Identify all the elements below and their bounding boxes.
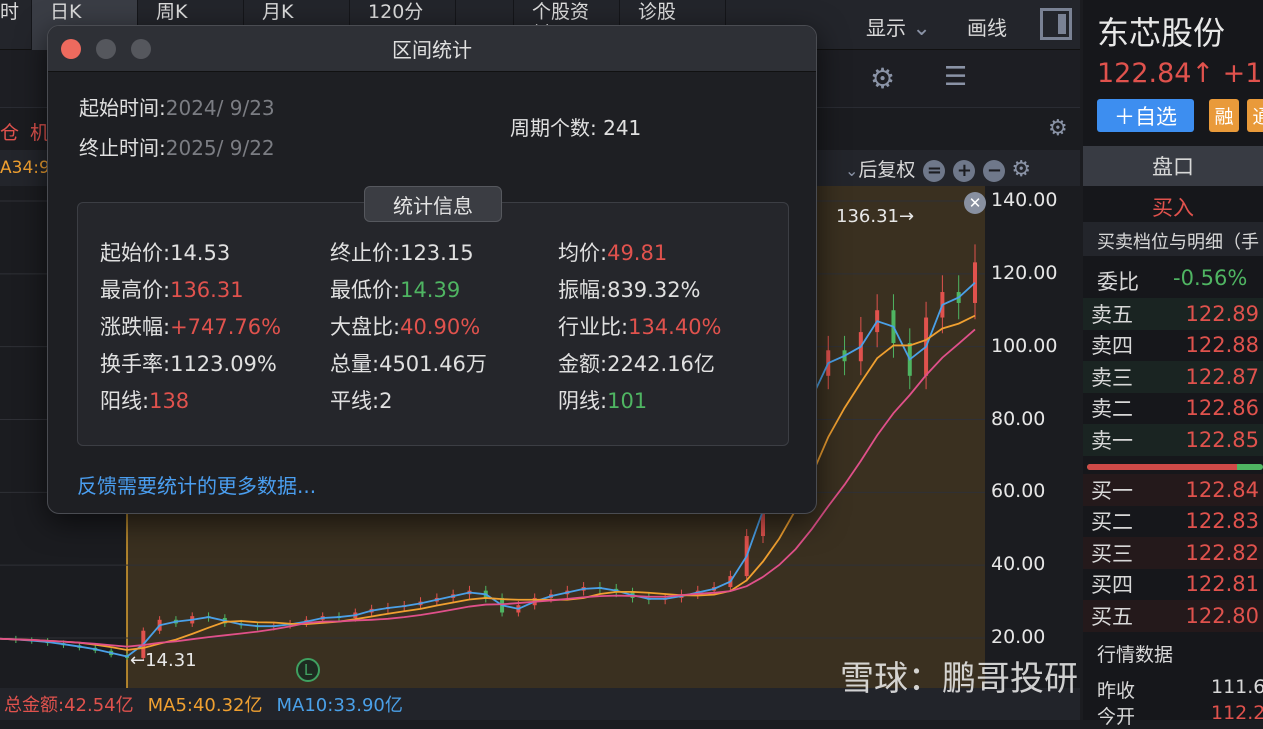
stat-item: 阳线:138 [100, 389, 190, 413]
buy-button[interactable]: 买入 [1152, 196, 1194, 220]
zoom-in-icon[interactable]: + [953, 159, 976, 182]
stock-name: 东芯股份 [1097, 14, 1226, 52]
open-label: 今开 [1097, 706, 1136, 728]
orderbook-header: 买卖档位与明细（手 [1083, 222, 1263, 256]
orderbook-row[interactable]: 卖二 122.86 [1083, 392, 1263, 424]
y-tick-label: 100.00 [991, 334, 1058, 357]
y-tick-label: 60.00 [991, 480, 1046, 503]
ma5-amount: MA5:40.32亿 [147, 695, 263, 716]
zoom-out-icon[interactable]: − [983, 159, 1006, 182]
y-tick-label: 40.00 [991, 553, 1046, 576]
stat-item: 换手率:1123.09% [100, 352, 277, 376]
prev-close-label: 昨收 [1097, 680, 1136, 702]
dialog-title: 区间统计 [392, 38, 472, 62]
y-tick-label: 140.00 [991, 189, 1058, 211]
marker-L[interactable]: L [296, 658, 320, 682]
stat-item: 大盘比:40.90% [330, 315, 481, 339]
zoom-window-icon[interactable] [131, 39, 151, 59]
stat-item: 阴线:101 [558, 389, 648, 413]
orderbook-row[interactable]: 卖三 122.87 [1083, 361, 1263, 393]
quote-panel: 东芯股份 122.84↑ +11 ＋自选 融 通 盘口 买入 买卖档位与明细（手… [1083, 0, 1263, 728]
stat-item: 平线:2 [330, 389, 393, 413]
settings-icon[interactable]: ⚙ [870, 62, 896, 95]
bid-ask-ratio-bar [1087, 464, 1263, 470]
orderbook-row[interactable]: 卖五 122.89 [1083, 298, 1263, 330]
stat-item: 最高价:136.31 [100, 278, 244, 302]
stat-item: 涨跌幅:+747.76% [100, 315, 282, 339]
watermark: 雪球：鹏哥投研 [840, 659, 1078, 699]
volume-legend: 总金额:42.54亿 MA5:40.32亿 MA10:33.90亿 [0, 688, 1080, 720]
y-tick-label: 20.00 [991, 626, 1046, 648]
start-time: 起始时间:2024/ 9/23 [79, 96, 275, 120]
high-annotation: 136.31→ [836, 206, 914, 227]
stat-item: 起始价:14.53 [100, 241, 231, 265]
stock-price: 122.84↑ +11 [1097, 58, 1263, 89]
tag-fragment[interactable]: 仓 [0, 122, 20, 144]
display-label: 显示 [866, 16, 906, 40]
draw-button[interactable]: 画线 [967, 16, 1007, 40]
orderbook-row[interactable]: 买二 122.83 [1083, 505, 1263, 537]
stat-item: 总量:4501.46万 [330, 352, 487, 376]
add-watchlist-button[interactable]: ＋自选 [1097, 99, 1194, 132]
display-menu[interactable]: 显示 ⌄ [866, 12, 931, 41]
close-window-icon[interactable] [61, 39, 81, 59]
orderbook-row[interactable]: 买四 122.81 [1083, 568, 1263, 600]
y-tick-label: 80.00 [991, 407, 1046, 430]
dialog-titlebar: 区间统计 [48, 26, 816, 72]
stat-item: 金额:2242.16亿 [558, 352, 715, 376]
layers-icon[interactable]: ☰ [944, 62, 968, 92]
minimize-window-icon[interactable] [96, 39, 116, 59]
margin-badge: 融 [1209, 99, 1239, 132]
stat-item: 最低价:14.39 [330, 278, 461, 302]
stat-item: 振幅:839.32% [558, 278, 701, 302]
stat-item: 终止价:123.15 [330, 241, 474, 265]
ask-list: 卖五 122.89 卖四 122.88 卖三 122.87 卖二 122.86 卖一 122.85 [1083, 298, 1263, 456]
orderbook-row[interactable]: 卖四 122.88 [1083, 329, 1263, 361]
orderbook-row[interactable]: 卖一 122.85 [1083, 424, 1263, 456]
feedback-link[interactable]: 反馈需要统计的更多数据... [77, 474, 317, 498]
total-amount: 总金额:42.54亿 [4, 695, 134, 716]
open-value: 112.2 [1211, 702, 1263, 724]
orderbook-row[interactable]: 买一 122.84 [1083, 474, 1263, 506]
candle [973, 262, 977, 303]
orderbook-row[interactable]: 买五 122.80 [1083, 600, 1263, 632]
range-stats-dialog: 区间统计 起始时间:2024/ 9/23 终止时间:2025/ 9/22 周期个… [47, 25, 817, 514]
weibi-value: -0.56% [1173, 266, 1248, 290]
stats-section-title: 统计信息 [364, 186, 502, 222]
layout-toggle-icon[interactable] [1040, 8, 1072, 40]
tab-period[interactable]: 时 [0, 0, 33, 50]
stat-item: 均价:49.81 [558, 241, 668, 265]
market-data-heading: 行情数据 [1097, 644, 1174, 666]
prev-close-value: 111.6 [1211, 676, 1263, 698]
settings-icon[interactable]: ⚙ [1048, 116, 1068, 141]
orderbook-row[interactable]: 买三 122.82 [1083, 537, 1263, 569]
tag-fragment[interactable]: 机 [30, 122, 50, 144]
tab-orderbook[interactable]: 盘口 [1083, 146, 1263, 186]
equal-icon[interactable]: = [923, 159, 946, 182]
price-axis: 140.00 120.00 100.00 80.00 60.00 40.00 20.00 [985, 186, 1082, 688]
weibi-label: 委比 [1097, 270, 1139, 294]
chevron-down-icon: ⌄ [912, 16, 931, 41]
ma-readout: A34:96 [0, 158, 61, 178]
close-selection-icon[interactable]: ✕ [964, 192, 986, 214]
end-time: 终止时间:2025/ 9/22 [79, 136, 275, 160]
fuquan-select[interactable]: ⌄后复权 = + − ⚙ [845, 157, 1032, 182]
settings-icon[interactable]: ⚙ [1011, 157, 1032, 182]
ma-line [0, 328, 976, 648]
ma10-amount: MA10:33.90亿 [276, 695, 403, 716]
stat-item: 行业比:134.40% [558, 315, 722, 339]
connect-badge: 通 [1247, 99, 1263, 132]
period-count: 周期个数: 241 [510, 116, 642, 140]
bid-list: 买一 122.84 买二 122.83 买三 122.82 买四 122.81 买五 122.80 [1083, 474, 1263, 632]
y-tick-label: 120.00 [991, 261, 1058, 284]
low-annotation: ←14.31 [130, 650, 197, 671]
stats-box: 起始价:14.53 终止价:123.15 均价:49.81 最高价:136.31 最低价… [77, 202, 789, 446]
